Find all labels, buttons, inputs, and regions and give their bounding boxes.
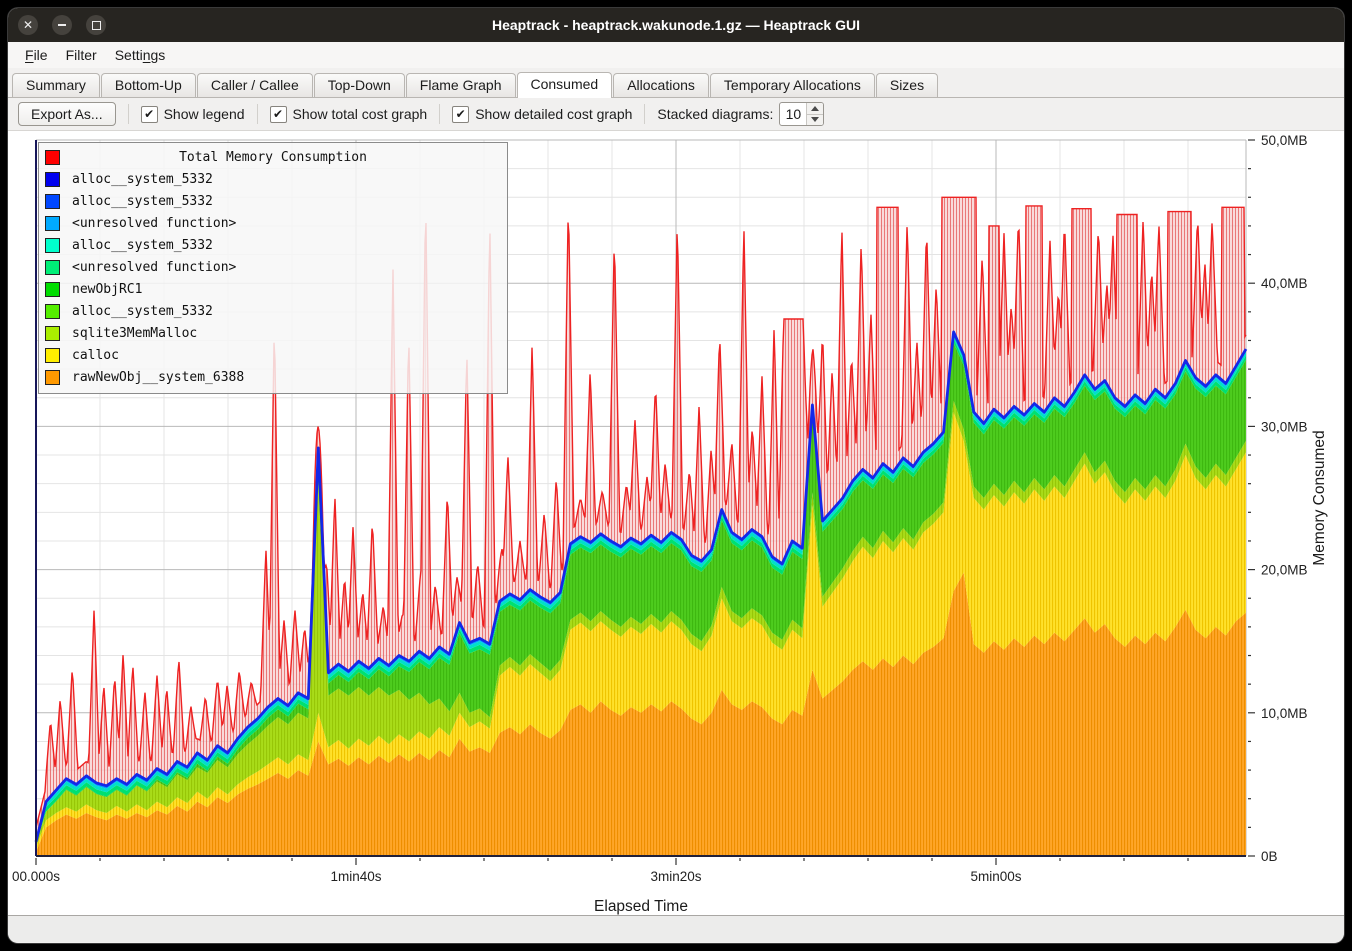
legend-swatch — [45, 369, 60, 385]
legend-label: <unresolved function> — [72, 215, 237, 231]
checkbox-label: Show total cost graph — [292, 106, 428, 122]
legend-label: sqlite3MemMalloc — [72, 325, 198, 341]
svg-text:Memory Consumed: Memory Consumed — [1311, 430, 1328, 565]
legend-item: sqlite3MemMalloc — [45, 322, 501, 344]
menu-file[interactable]: File — [25, 47, 48, 63]
svg-text:3min20s: 3min20s — [650, 869, 701, 884]
legend-label: alloc__system_5332 — [72, 193, 213, 209]
checkbox-show-detailed-cost-graph[interactable]: ✔ Show detailed cost graph — [452, 105, 633, 123]
svg-text:50,0MB: 50,0MB — [1261, 133, 1308, 148]
export-as-button[interactable]: Export As... — [18, 102, 116, 126]
legend-swatch — [45, 259, 60, 275]
legend-swatch — [45, 325, 60, 341]
close-button[interactable]: ✕ — [18, 15, 38, 35]
legend-swatch — [45, 171, 60, 187]
legend-swatch — [45, 347, 60, 363]
tab-allocations[interactable]: Allocations — [613, 73, 709, 97]
toolbar-separator — [127, 104, 129, 124]
legend-item: alloc__system_5332 — [45, 190, 501, 212]
svg-text:20,0MB: 20,0MB — [1261, 563, 1308, 578]
title-bar: ✕ Heaptrack - heaptrack.wakunode.1.gz — … — [8, 8, 1344, 42]
checkbox-label: Show detailed cost graph — [475, 106, 633, 122]
legend-label: calloc — [72, 347, 119, 363]
legend-swatch — [45, 193, 60, 209]
spin-down-icon — [811, 117, 820, 123]
minimize-icon — [58, 24, 66, 26]
legend-item: alloc__system_5332 — [45, 234, 501, 256]
tab-bar: Summary Bottom-Up Caller / Callee Top-Down F… — [8, 68, 1344, 98]
legend-item: calloc — [45, 344, 501, 366]
chart-legend: Total Memory Consumption alloc__system_53… — [38, 142, 508, 394]
legend-swatch — [45, 281, 60, 297]
legend-label: alloc__system_5332 — [72, 171, 213, 187]
legend-item: newObjRC1 — [45, 278, 501, 300]
window-title: Heaptrack - heaptrack.wakunode.1.gz — He… — [491, 17, 860, 33]
checkbox-icon: ✔ — [269, 105, 287, 123]
minimize-button[interactable] — [52, 15, 72, 35]
spin-up-icon — [811, 105, 820, 111]
legend-title-row: Total Memory Consumption — [45, 146, 501, 168]
svg-text:10,0MB: 10,0MB — [1261, 706, 1308, 721]
tab-bottom-up[interactable]: Bottom-Up — [100, 73, 196, 97]
checkbox-label: Show legend — [163, 106, 245, 122]
tab-caller-callee[interactable]: Caller / Callee — [196, 73, 313, 97]
checkbox-show-legend[interactable]: ✔ Show legend — [140, 105, 245, 123]
menu-filter[interactable]: Filter — [65, 47, 97, 63]
legend-label: <unresolved function> — [72, 259, 237, 275]
tab-flame-graph[interactable]: Flame Graph — [405, 73, 516, 97]
legend-title: Total Memory Consumption — [179, 149, 367, 165]
toolbar-separator — [644, 104, 646, 124]
svg-text:Elapsed Time: Elapsed Time — [594, 898, 688, 915]
svg-text:5min00s: 5min00s — [970, 869, 1021, 884]
legend-label: alloc__system_5332 — [72, 303, 213, 319]
legend-swatch — [45, 215, 60, 231]
svg-text:0B: 0B — [1261, 849, 1278, 864]
legend-label: alloc__system_5332 — [72, 237, 213, 253]
spin-down-button[interactable] — [807, 113, 824, 125]
checkbox-icon: ✔ — [452, 105, 470, 123]
tab-consumed[interactable]: Consumed — [516, 72, 613, 98]
tab-summary[interactable]: Summary — [12, 73, 100, 97]
tab-temporary-allocations[interactable]: Temporary Allocations — [709, 73, 875, 97]
legend-item: alloc__system_5332 — [45, 168, 501, 190]
memory-chart: 0B 10,0MB 20,0MB 30,0MB 40,0MB 50,0MB 00.000s 1… — [8, 130, 1344, 916]
legend-swatch — [45, 303, 60, 319]
stacked-diagrams-label: Stacked diagrams: — [657, 106, 774, 122]
chart-svg: 0B 10,0MB 20,0MB 30,0MB 40,0MB 50,0MB 00.000s 1… — [12, 133, 1328, 915]
svg-text:1min40s: 1min40s — [331, 869, 382, 884]
svg-text:30,0MB: 30,0MB — [1261, 419, 1308, 434]
legend-item: <unresolved function> — [45, 212, 501, 234]
stacked-diagrams-value: 10 — [785, 106, 802, 122]
window-bottom-strip — [8, 916, 1344, 942]
menu-settings[interactable]: Settings — [114, 47, 166, 63]
checkbox-show-total-cost-graph[interactable]: ✔ Show total cost graph — [269, 105, 428, 123]
legend-label: newObjRC1 — [72, 281, 143, 297]
legend-swatch — [45, 237, 60, 253]
heaptrack-window: ✕ Heaptrack - heaptrack.wakunode.1.gz — … — [8, 8, 1344, 943]
svg-text:00.000s: 00.000s — [12, 869, 60, 884]
close-icon: ✕ — [22, 18, 34, 32]
tab-top-down[interactable]: Top-Down — [313, 73, 405, 97]
legend-label: rawNewObj__system_6388 — [72, 369, 245, 385]
legend-swatch — [45, 149, 60, 165]
legend-item: alloc__system_5332 — [45, 300, 501, 322]
maximize-icon — [91, 20, 101, 30]
toolbar-separator — [256, 104, 258, 124]
legend-item: <unresolved function> — [45, 256, 501, 278]
legend-item: rawNewObj__system_6388 — [45, 366, 501, 388]
tab-sizes[interactable]: Sizes — [875, 73, 939, 97]
checkbox-icon: ✔ — [140, 105, 158, 123]
stacked-diagrams-spinbox[interactable]: 10 — [779, 102, 825, 126]
svg-text:40,0MB: 40,0MB — [1261, 276, 1308, 291]
maximize-button[interactable] — [86, 15, 106, 35]
toolbar-separator — [439, 104, 441, 124]
toolbar: Export As... ✔ Show legend ✔ Show total cos… — [8, 98, 1344, 130]
spin-up-button[interactable] — [807, 103, 824, 114]
menu-bar: File Filter Settings — [8, 42, 1344, 68]
